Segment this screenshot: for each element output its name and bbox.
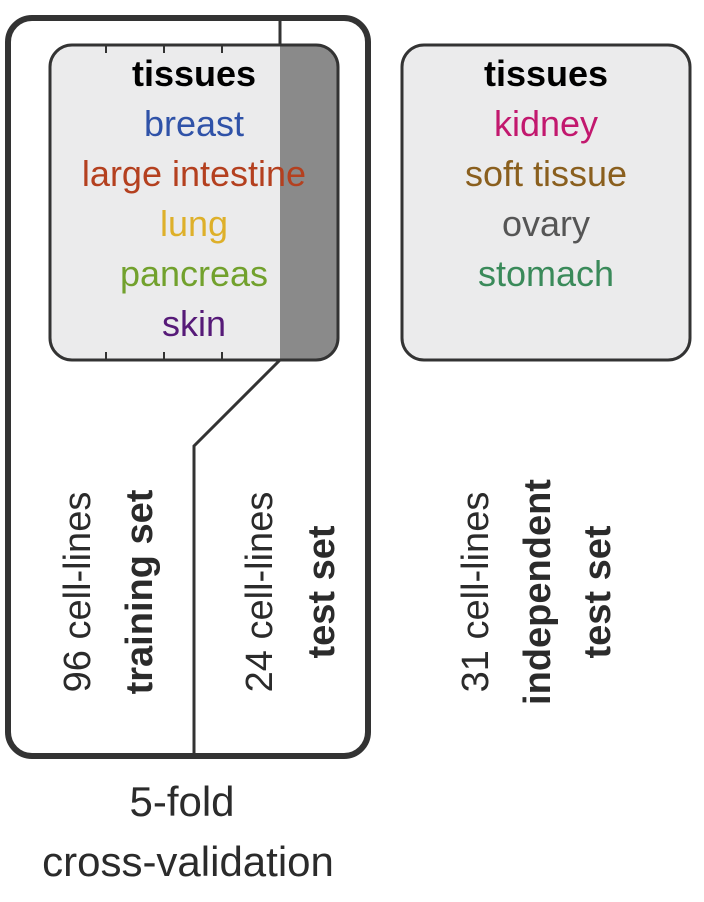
left-tissue-box-background — [50, 45, 338, 360]
right-tissue-box: tissues kidney soft tissue ovary stomach — [400, 43, 692, 362]
training-set-label: training set — [119, 489, 161, 694]
training-count-label: 96 cell-lines — [57, 492, 99, 693]
train-test-split-line — [192, 18, 282, 756]
independent-set-label-line-2: test set — [577, 525, 619, 658]
tissue-label-ovary: ovary — [502, 203, 590, 244]
tissue-label-lung: lung — [160, 203, 228, 244]
tissue-label-pancreas: pancreas — [120, 253, 268, 294]
tissue-label-kidney: kidney — [494, 103, 598, 144]
left-tissues-header: tissues — [132, 53, 256, 94]
caption-line-1: 5-fold — [129, 778, 234, 825]
left-tissue-box-border — [48, 43, 340, 362]
tissue-label-stomach: stomach — [478, 253, 614, 294]
tissue-label-soft-tissue: soft tissue — [465, 153, 627, 194]
tissue-label-large-intestine: large intestine — [82, 153, 306, 194]
left-tissue-box: tissues breast large intestine lung panc… — [48, 43, 340, 362]
caption-line-2: cross-validation — [42, 838, 334, 885]
right-tissues-header: tissues — [484, 53, 608, 94]
tissue-label-breast: breast — [144, 103, 244, 144]
cross-validation-frame — [5, 15, 371, 759]
fold-tick-marks — [105, 45, 223, 360]
independent-set-label-line-1: independent — [517, 479, 559, 705]
test-set-label: test set — [301, 525, 343, 658]
independent-count-label: 31 cell-lines — [455, 492, 497, 693]
tissue-label-skin: skin — [162, 303, 226, 344]
test-count-label: 24 cell-lines — [239, 492, 281, 693]
test-fold-highlight — [280, 45, 338, 360]
right-tissue-box-background — [400, 43, 692, 362]
